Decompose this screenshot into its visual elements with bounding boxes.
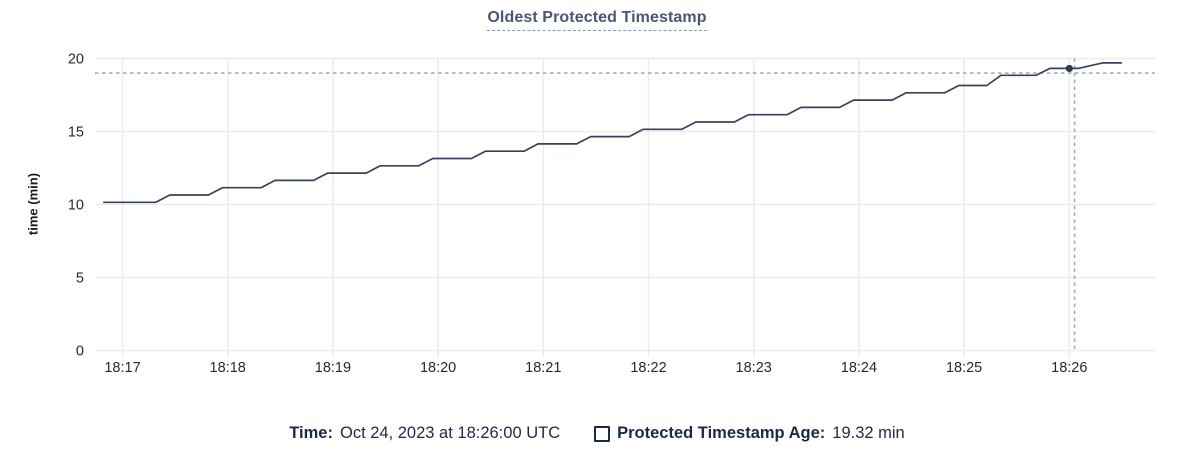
svg-text:15: 15: [68, 125, 84, 141]
crosshair: [95, 58, 1155, 351]
y-axis-title: time (min): [25, 172, 41, 236]
svg-text:18:25: 18:25: [946, 360, 982, 376]
svg-text:0: 0: [76, 344, 84, 360]
svg-text:5: 5: [76, 271, 84, 287]
svg-text:18:23: 18:23: [736, 360, 772, 376]
hover-point: [1065, 64, 1073, 73]
svg-text:18:19: 18:19: [315, 360, 351, 376]
x-axis-labels: 18:17 18:18 18:19 18:20 18:21 18:22 18:23 18:24…: [104, 360, 1087, 376]
series-value: 19.32 min: [832, 424, 905, 442]
svg-text:18:24: 18:24: [841, 360, 877, 376]
chart-title[interactable]: Oldest Protected Timestamp: [487, 9, 707, 31]
y-axis-labels: 0 5 10 15 20: [68, 52, 84, 360]
svg-text:10: 10: [68, 198, 84, 214]
series-swatch-icon[interactable]: [594, 425, 611, 442]
svg-text:18:21: 18:21: [525, 360, 561, 376]
svg-text:20: 20: [68, 52, 84, 68]
time-value: Oct 24, 2023 at 18:26:00 UTC: [339, 424, 561, 442]
legend-time: Time: Oct 24, 2023 at 18:26:00 UTC: [289, 424, 560, 443]
svg-text:18:26: 18:26: [1051, 360, 1087, 376]
chart-header: Oldest Protected Timestamp: [0, 9, 1194, 31]
svg-text:18:18: 18:18: [210, 360, 246, 376]
chart-legend: Time: Oct 24, 2023 at 18:26:00 UTC Prote…: [0, 424, 1194, 443]
time-label: Time:: [289, 424, 333, 442]
series-line-protected-timestamp-age: [103, 62, 1122, 204]
series-label: Protected Timestamp Age:: [617, 424, 826, 442]
gridlines: [95, 57, 1155, 358]
svg-text:18:20: 18:20: [420, 360, 456, 376]
svg-text:18:17: 18:17: [104, 360, 140, 376]
legend-series-toggle[interactable]: Protected Timestamp Age: 19.32 min: [594, 424, 905, 443]
svg-text:18:22: 18:22: [630, 360, 666, 376]
